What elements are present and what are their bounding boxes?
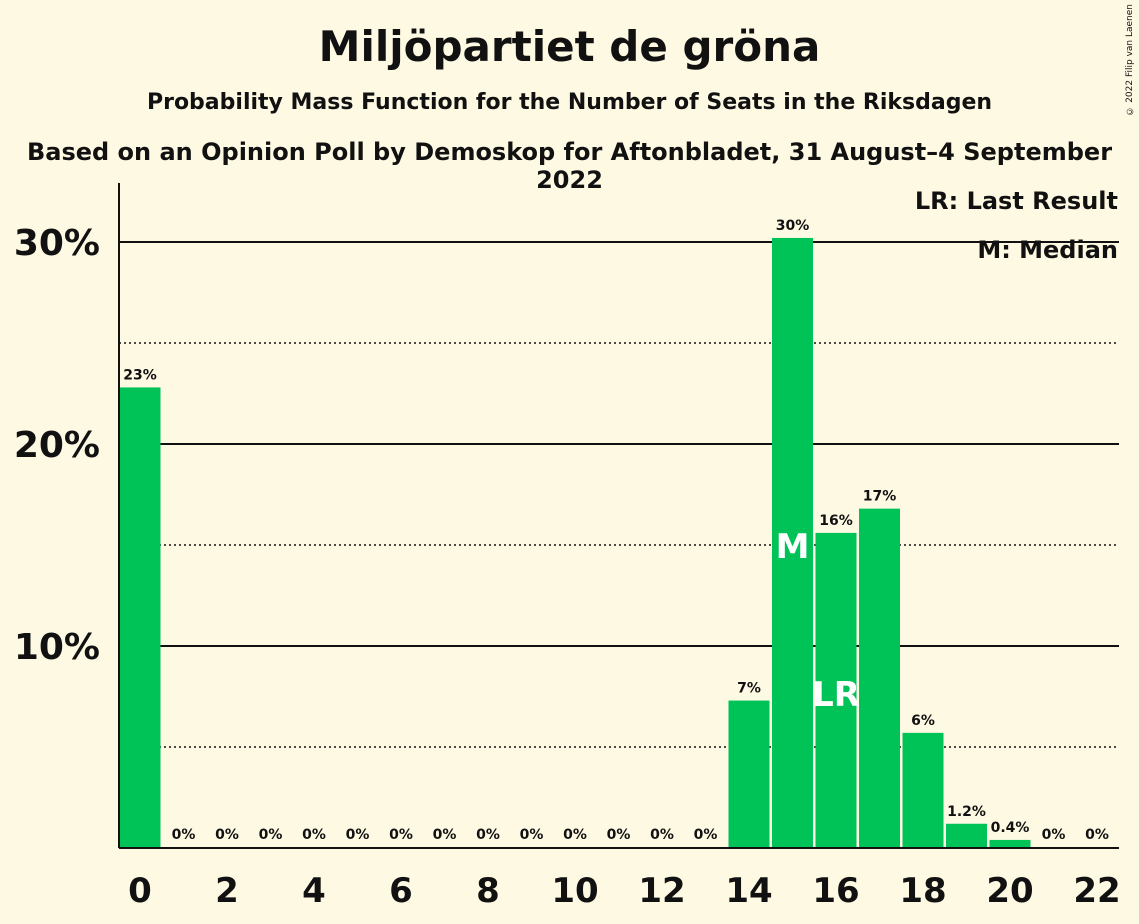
median-marker: M — [776, 527, 810, 567]
chart-title: Miljöpartiet de gröna — [318, 22, 821, 71]
axes: 10% 20% 30% 0 2 4 6 8 10 12 14 16 18 20 22 — [14, 183, 1121, 911]
bar-19 — [946, 823, 987, 848]
x-tick-label-18: 18 — [899, 871, 946, 911]
data-label-19: 1.2% — [947, 804, 986, 820]
data-label-22: 0% — [1085, 827, 1109, 843]
x-tick-label-16: 16 — [812, 871, 859, 911]
x-tick-label-4: 4 — [302, 871, 326, 911]
x-tick-label-8: 8 — [476, 871, 500, 911]
x-tick-label-20: 20 — [986, 871, 1033, 911]
data-label-21: 0% — [1042, 827, 1066, 843]
data-label-13: 0% — [694, 827, 718, 843]
bar-15 — [772, 237, 813, 848]
data-label-3: 0% — [259, 827, 283, 843]
bar-17 — [859, 508, 900, 848]
data-label-9: 0% — [520, 827, 544, 843]
data-label-15: 30% — [776, 218, 810, 234]
data-label-1: 0% — [172, 827, 196, 843]
legend-median: M: Median — [977, 236, 1118, 264]
x-tick-label-14: 14 — [725, 871, 772, 911]
x-tick-label-10: 10 — [551, 871, 598, 911]
x-tick-label-0: 0 — [128, 871, 152, 911]
data-label-2: 0% — [215, 827, 239, 843]
bar-18 — [902, 732, 944, 848]
data-label-20: 0.4% — [991, 820, 1030, 836]
bars: 23% 0% 0% 0% 0% 0% 0% 0% 0% 0% 0% 0% 0% 0% 7% 30% 16% 17%… — [119, 218, 1109, 848]
data-label-18: 6% — [911, 713, 935, 729]
data-label-11: 0% — [607, 827, 631, 843]
x-tick-label-22: 22 — [1073, 871, 1120, 911]
gridlines — [119, 241, 1119, 748]
data-label-5: 0% — [346, 827, 370, 843]
bar-0 — [119, 387, 161, 848]
last-result-marker: LR — [812, 675, 860, 715]
data-label-14: 7% — [737, 681, 761, 697]
data-label-4: 0% — [302, 827, 326, 843]
y-tick-label-10: 10% — [14, 627, 100, 668]
bar-20 — [989, 839, 1031, 848]
legend-last-result: LR: Last Result — [915, 187, 1118, 215]
data-label-0: 23% — [123, 367, 157, 383]
chart-subtitle: Probability Mass Function for the Number… — [146, 90, 993, 115]
data-label-16: 16% — [819, 513, 853, 529]
data-label-8: 0% — [476, 827, 500, 843]
x-tick-label-12: 12 — [638, 871, 685, 911]
data-label-6: 0% — [389, 827, 413, 843]
x-tick-label-2: 2 — [215, 871, 239, 911]
chart-source-line: Based on an Opinion Poll by Demoskop for… — [26, 138, 1113, 194]
x-tick-label-6: 6 — [389, 871, 413, 911]
data-label-12: 0% — [650, 827, 674, 843]
data-label-17: 17% — [863, 489, 897, 505]
data-label-10: 0% — [563, 827, 587, 843]
data-label-7: 0% — [433, 827, 457, 843]
legend: LR: Last Result M: Median — [915, 187, 1118, 264]
y-tick-label-30: 30% — [14, 223, 100, 264]
y-tick-label-20: 20% — [14, 425, 100, 466]
bar-16 — [815, 532, 857, 848]
bar-14 — [728, 700, 770, 848]
